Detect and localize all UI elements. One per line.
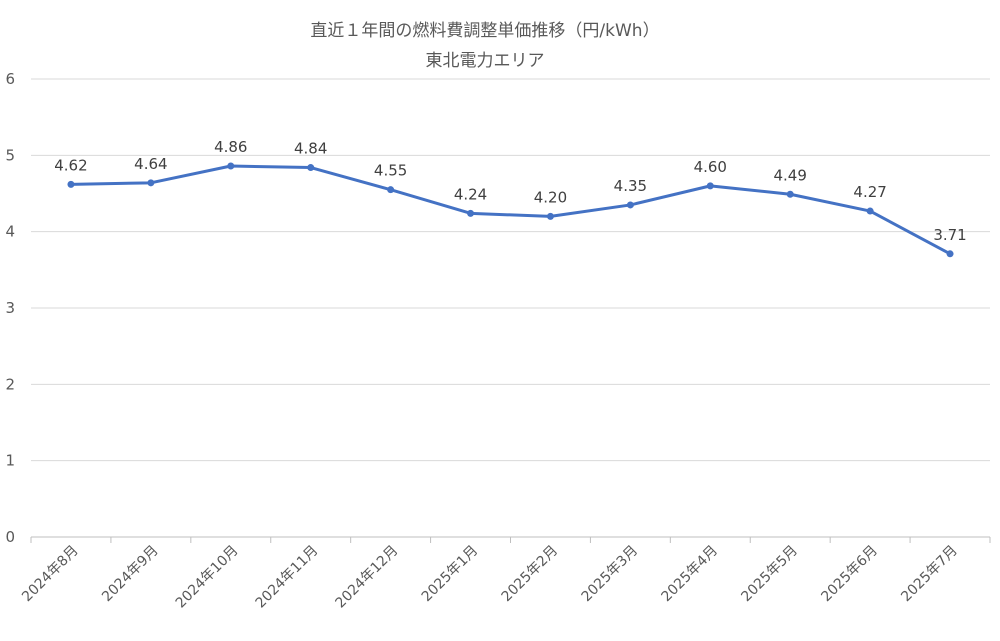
data-label: 4.49	[774, 166, 807, 184]
series-line	[67, 162, 954, 258]
data-point	[626, 201, 634, 209]
x-tick-label: 2025年2月	[499, 543, 562, 606]
x-tick-label: 2025年7月	[898, 543, 961, 606]
data-point	[387, 186, 395, 194]
chart-title: 直近１年間の燃料費調整単価推移（円/kWh）	[310, 21, 659, 41]
data-point	[147, 179, 155, 187]
data-label: 4.24	[454, 185, 487, 203]
x-tick-label: 2024年9月	[99, 543, 162, 606]
data-label: 4.20	[534, 188, 567, 206]
data-point	[67, 180, 75, 188]
y-tick-label: 6	[5, 70, 15, 88]
data-label: 4.35	[614, 177, 647, 195]
data-label: 4.64	[134, 155, 167, 173]
data-label: 4.84	[294, 140, 327, 158]
gridlines	[31, 78, 990, 538]
data-label: 4.55	[374, 162, 407, 180]
data-label: 4.60	[694, 158, 727, 176]
data-point	[307, 164, 315, 172]
x-axis-ticks: 2024年8月 2024年9月 2024年10月 2024年11月 2024年12月 20…	[19, 537, 991, 612]
data-label: 4.62	[54, 156, 87, 174]
data-point	[706, 182, 714, 190]
y-tick-label: 5	[5, 146, 15, 164]
x-tick-label: 2025年1月	[419, 543, 482, 606]
chart-subtitle: 東北電力エリア	[426, 51, 545, 71]
y-tick-label: 0	[5, 528, 15, 546]
y-tick-label: 4	[5, 223, 15, 241]
x-tick-label: 2025年6月	[818, 543, 881, 606]
data-point	[227, 162, 235, 170]
x-tick-label: 2025年3月	[579, 543, 642, 606]
x-tick-label: 2025年5月	[738, 543, 801, 606]
data-point	[946, 250, 954, 258]
data-label: 4.27	[853, 183, 886, 201]
y-axis-ticks: 0 1 2 3 4 5 6	[5, 70, 15, 546]
y-tick-label: 2	[5, 375, 15, 393]
data-point	[467, 209, 475, 217]
y-tick-label: 1	[5, 452, 15, 470]
x-tick-label: 2025年4月	[659, 543, 722, 606]
x-tick-label: 2024年12月	[333, 543, 402, 612]
data-point	[546, 212, 554, 220]
y-tick-label: 3	[5, 299, 15, 317]
x-tick-label: 2024年10月	[173, 543, 242, 612]
data-point	[866, 207, 874, 215]
data-labels: 4.62 4.64 4.86 4.84 4.55 4.24 4.20 4.35 4.60 4.49…	[54, 138, 966, 244]
data-label: 4.86	[214, 138, 247, 156]
data-label: 3.71	[933, 226, 966, 244]
x-tick-label: 2024年8月	[19, 543, 82, 606]
data-point	[786, 190, 794, 198]
series-line-path	[69, 164, 952, 256]
x-tick-label: 2024年11月	[253, 543, 322, 612]
